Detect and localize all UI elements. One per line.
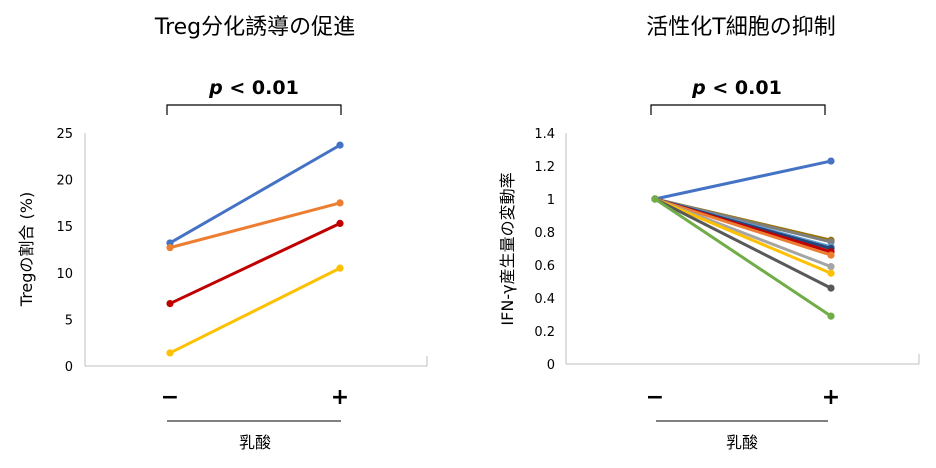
significance-value: < 0.01 — [706, 77, 782, 99]
significance-label: p < 0.01 — [691, 77, 782, 99]
data-point — [336, 219, 344, 228]
data-point — [336, 141, 344, 149]
x-tick-labels: − + — [161, 385, 349, 410]
y-tick-labels: 0 5 10 15 20 25 — [56, 127, 73, 375]
significance-label: p < 0.01 — [208, 77, 299, 99]
y-tick-label: 20 — [56, 174, 73, 189]
series-line — [653, 197, 833, 275]
y-tick-label: 0.6 — [534, 259, 555, 274]
series-line — [653, 197, 833, 318]
series-lines — [651, 157, 835, 320]
series-line — [168, 201, 342, 250]
chart-treg-ratio: Treg分化誘導の促進 p < 0.01 乳酸 Tregの割合 (%) 0 5 10… — [17, 15, 428, 452]
data-point — [166, 244, 174, 252]
series-lines — [166, 141, 344, 357]
series-line — [653, 197, 833, 290]
series-line — [168, 266, 342, 355]
y-tick-label: 0.4 — [534, 292, 555, 307]
axes — [565, 133, 920, 365]
data-point — [827, 263, 835, 271]
y-tick-label: 1.4 — [534, 127, 555, 142]
chart-ifn-gamma: 活性化T細胞の抑制 p < 0.01 乳酸 IFN-γ産生量の変動率 00.20… — [498, 15, 920, 452]
x-axis-title: 乳酸 — [726, 433, 758, 452]
y-tick-label: 5 — [65, 313, 73, 328]
series-line — [653, 159, 833, 201]
significance-value: < 0.01 — [223, 77, 299, 99]
x-tick-labels: − + — [646, 385, 840, 410]
y-tick-label: 10 — [56, 267, 73, 282]
axes — [84, 133, 428, 367]
x-axis-title: 乳酸 — [239, 433, 271, 452]
y-tick-label: 0.8 — [534, 226, 555, 241]
significance-bracket — [166, 104, 342, 115]
data-point — [651, 195, 659, 203]
y-tick-label: 15 — [56, 220, 73, 235]
data-point — [827, 238, 835, 246]
data-point — [827, 157, 835, 165]
y-tick-label: 0.2 — [534, 325, 555, 340]
data-point — [827, 269, 835, 277]
data-point — [166, 299, 174, 308]
x-tick-label: + — [331, 385, 349, 410]
chart-title: 活性化T細胞の抑制 — [646, 15, 835, 40]
data-point — [827, 251, 835, 259]
chart-title: Treg分化誘導の促進 — [154, 15, 355, 40]
series-line — [168, 221, 342, 306]
y-tick-label: 25 — [56, 127, 73, 142]
x-tick-label: − — [646, 385, 664, 410]
data-point — [166, 349, 174, 357]
series-line — [653, 197, 833, 257]
y-axis-title: Tregの割合 (%) — [17, 192, 36, 307]
significance-bracket — [650, 104, 826, 115]
data-point — [336, 264, 344, 272]
y-tick-label: 1.2 — [534, 160, 555, 175]
y-tick-labels: 0 0.2 0.4 0.6 0.8 1 1.2 1.4 — [534, 127, 555, 373]
series-line — [168, 143, 342, 245]
data-point — [827, 284, 835, 292]
x-tick-label: + — [822, 385, 840, 410]
y-tick-label: 0 — [65, 360, 73, 375]
y-tick-label: 0 — [547, 358, 555, 373]
y-tick-label: 1 — [547, 193, 555, 208]
data-point — [336, 199, 344, 207]
x-tick-label: − — [161, 385, 179, 410]
y-axis-title: IFN-γ産生量の変動率 — [498, 172, 517, 325]
data-point — [827, 312, 835, 320]
